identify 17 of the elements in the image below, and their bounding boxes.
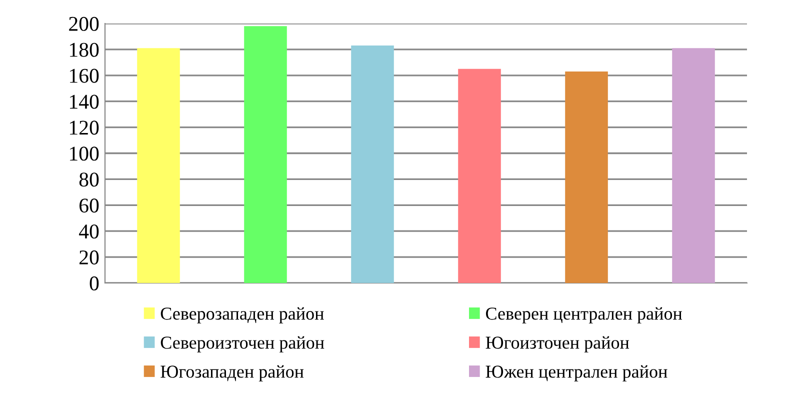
legend-label: Югоизточен район	[486, 336, 630, 352]
y-tick-label: 160	[70, 68, 99, 83]
y-tick-label: 80	[79, 172, 99, 187]
legend-label: Северен централен район	[486, 307, 682, 324]
y-tick-label: 200	[69, 16, 99, 31]
legend-label: Северозападен район	[160, 307, 324, 324]
legend-label: Югозападен район	[160, 365, 304, 382]
y-tick-label: 20	[80, 250, 99, 264]
y-tick-label: 60	[80, 198, 99, 213]
y-tick-label: 0	[90, 276, 99, 290]
y-tick-label: 40	[79, 224, 99, 239]
y-tick-label: 180	[70, 42, 99, 57]
y-tick-label: 120	[70, 120, 99, 135]
legend-label: Южен централен район	[486, 365, 668, 382]
y-tick-label: 100	[70, 146, 99, 161]
legend-label: Североизточен район	[160, 336, 324, 352]
y-tick-label: 140	[70, 94, 99, 109]
